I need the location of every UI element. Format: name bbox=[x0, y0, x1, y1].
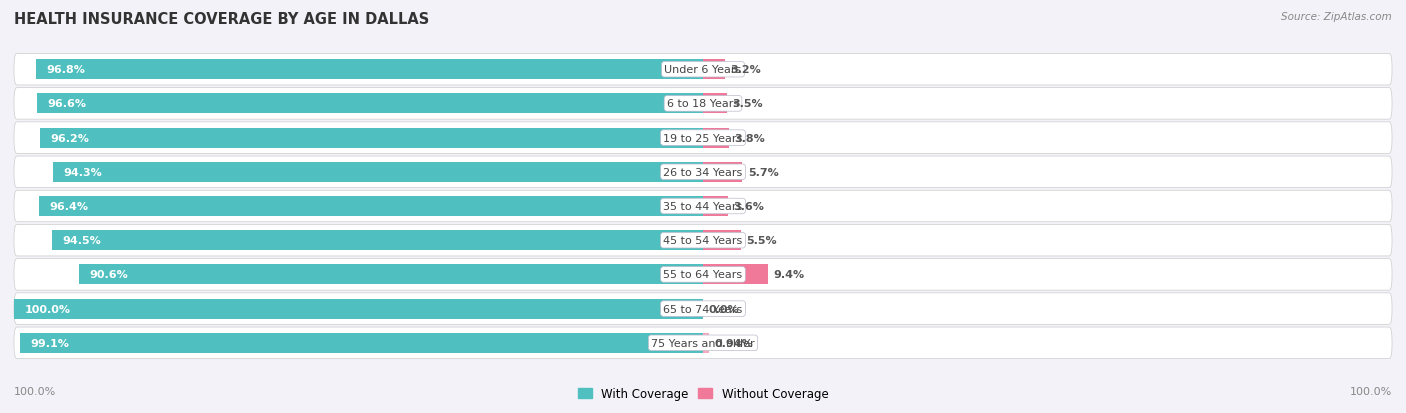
Text: 96.4%: 96.4% bbox=[49, 202, 89, 211]
Text: 75 Years and older: 75 Years and older bbox=[651, 338, 755, 348]
Bar bbox=[39, 197, 703, 216]
Text: 3.2%: 3.2% bbox=[731, 65, 761, 75]
Bar bbox=[79, 265, 703, 285]
Text: 100.0%: 100.0% bbox=[14, 387, 56, 396]
Bar bbox=[38, 94, 703, 114]
FancyBboxPatch shape bbox=[14, 225, 1392, 256]
FancyBboxPatch shape bbox=[14, 123, 1392, 154]
FancyBboxPatch shape bbox=[14, 293, 1392, 325]
Text: 9.4%: 9.4% bbox=[773, 270, 804, 280]
Text: 90.6%: 90.6% bbox=[89, 270, 128, 280]
FancyBboxPatch shape bbox=[14, 157, 1392, 188]
Text: Source: ZipAtlas.com: Source: ZipAtlas.com bbox=[1281, 12, 1392, 22]
Text: 65 to 74 Years: 65 to 74 Years bbox=[664, 304, 742, 314]
Text: 5.5%: 5.5% bbox=[747, 236, 778, 246]
Bar bbox=[703, 162, 742, 182]
Bar bbox=[703, 333, 710, 353]
Text: 26 to 34 Years: 26 to 34 Years bbox=[664, 167, 742, 177]
FancyBboxPatch shape bbox=[14, 191, 1392, 222]
Text: 100.0%: 100.0% bbox=[1350, 387, 1392, 396]
Bar bbox=[703, 94, 727, 114]
Text: 3.6%: 3.6% bbox=[734, 202, 765, 211]
Text: 96.2%: 96.2% bbox=[51, 133, 90, 143]
Text: 96.8%: 96.8% bbox=[46, 65, 86, 75]
Text: 100.0%: 100.0% bbox=[24, 304, 70, 314]
FancyBboxPatch shape bbox=[14, 88, 1392, 120]
Text: 35 to 44 Years: 35 to 44 Years bbox=[664, 202, 742, 211]
Text: HEALTH INSURANCE COVERAGE BY AGE IN DALLAS: HEALTH INSURANCE COVERAGE BY AGE IN DALL… bbox=[14, 12, 429, 27]
Text: 94.3%: 94.3% bbox=[63, 167, 103, 177]
Text: 99.1%: 99.1% bbox=[31, 338, 69, 348]
Bar bbox=[52, 231, 703, 251]
Text: 96.6%: 96.6% bbox=[48, 99, 87, 109]
Bar bbox=[703, 265, 768, 285]
FancyBboxPatch shape bbox=[14, 55, 1392, 86]
Text: 6 to 18 Years: 6 to 18 Years bbox=[666, 99, 740, 109]
Text: 3.5%: 3.5% bbox=[733, 99, 763, 109]
Bar bbox=[14, 299, 703, 319]
Bar bbox=[703, 128, 730, 148]
Text: 0.0%: 0.0% bbox=[709, 304, 740, 314]
Bar bbox=[703, 231, 741, 251]
Text: 5.7%: 5.7% bbox=[748, 167, 779, 177]
Text: 3.8%: 3.8% bbox=[735, 133, 765, 143]
Bar bbox=[41, 128, 703, 148]
Bar bbox=[20, 333, 703, 353]
Bar bbox=[53, 162, 703, 182]
Text: Under 6 Years: Under 6 Years bbox=[665, 65, 741, 75]
FancyBboxPatch shape bbox=[14, 259, 1392, 290]
Text: 45 to 54 Years: 45 to 54 Years bbox=[664, 236, 742, 246]
FancyBboxPatch shape bbox=[14, 327, 1392, 358]
Text: 55 to 64 Years: 55 to 64 Years bbox=[664, 270, 742, 280]
Bar bbox=[37, 60, 703, 80]
Bar bbox=[703, 197, 728, 216]
Bar bbox=[703, 60, 725, 80]
Text: 19 to 25 Years: 19 to 25 Years bbox=[664, 133, 742, 143]
Legend: With Coverage, Without Coverage: With Coverage, Without Coverage bbox=[572, 382, 834, 405]
Text: 0.94%: 0.94% bbox=[716, 338, 754, 348]
Text: 94.5%: 94.5% bbox=[62, 236, 101, 246]
